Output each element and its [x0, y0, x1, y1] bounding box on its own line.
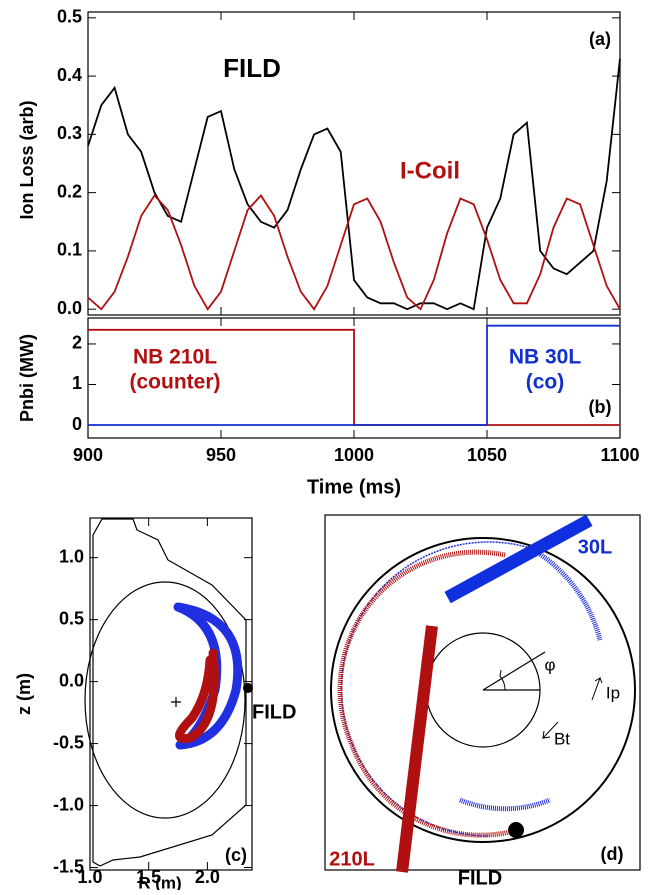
y-tick-label: 0.4 — [57, 65, 82, 85]
y-tick-label: 0 — [72, 414, 82, 434]
panel-label: (a) — [589, 29, 611, 49]
y-tick-label: 0.2 — [57, 181, 82, 201]
y-tick-label: -0.5 — [53, 732, 84, 752]
y-tick-label: -1.5 — [53, 856, 84, 876]
fild-marker — [243, 683, 253, 693]
series-line — [88, 324, 620, 426]
plasma-boundary — [84, 581, 246, 819]
annotation: Ip — [606, 683, 620, 702]
x-tick-label: 950 — [206, 445, 236, 465]
panel-label: (d) — [601, 844, 624, 864]
annotation: NB 210L — [133, 346, 217, 369]
axis-marker — [171, 697, 181, 707]
x-tick-label: 1.5 — [136, 867, 161, 887]
vessel-wall — [92, 518, 247, 867]
panel-label: (c) — [225, 845, 247, 865]
annotation: Bt — [554, 729, 570, 748]
y-tick-label: 0.5 — [57, 7, 82, 27]
annotation: FILD — [223, 53, 281, 83]
annotation: (counter) — [130, 371, 221, 394]
annotation: (co) — [526, 371, 565, 394]
x-tick-label: 1100 — [600, 445, 639, 465]
orbit — [459, 797, 551, 812]
x-tick-label: 1050 — [467, 445, 507, 465]
x-tick-label: 2.0 — [195, 867, 220, 887]
annotation: 210L — [329, 848, 375, 870]
y-tick-label: 0.5 — [59, 608, 84, 628]
y-tick-label: 0.0 — [59, 670, 84, 690]
frame — [324, 514, 641, 871]
x-tick-label: 1.0 — [77, 867, 102, 887]
y-tick-label: 1.0 — [59, 546, 84, 566]
x-axis-label: R (m) — [138, 873, 181, 890]
x-axis-label: Time (ms) — [307, 476, 401, 498]
beam-210l — [396, 625, 438, 873]
x-tick-label: 900 — [73, 445, 103, 465]
y-axis-label: Pnbi (MW) — [17, 334, 37, 422]
angle-arrow — [499, 669, 506, 691]
bt-arrow — [541, 721, 559, 739]
series-line — [87, 194, 621, 311]
panel-label: (b) — [589, 397, 612, 417]
x-tick-label: 1000 — [334, 445, 374, 465]
y-tick-label: 2 — [72, 333, 82, 353]
fild-marker — [508, 822, 524, 838]
y-tick-label: 0.3 — [57, 123, 82, 143]
plot-frame — [87, 11, 621, 316]
y-axis-label: Ion Loss (arb) — [17, 100, 37, 219]
orbit — [175, 648, 219, 744]
outer-wall — [330, 537, 636, 843]
beam-30l — [444, 514, 593, 604]
angle-lines — [482, 651, 546, 691]
annotation: φ — [544, 655, 555, 674]
y-axis-label: z (m) — [14, 673, 34, 715]
y-tick-label: 0.1 — [57, 240, 82, 260]
y-tick-label: -1.0 — [53, 794, 84, 814]
annotation: I-Coil — [400, 157, 460, 184]
annotation: FILD — [252, 701, 296, 723]
y-tick-label: 1 — [72, 373, 82, 393]
annotation: 30L — [578, 536, 612, 558]
y-tick-label: 0.0 — [57, 298, 82, 318]
series-line — [87, 58, 621, 311]
annotation: NB 30L — [509, 346, 582, 369]
orbit — [337, 549, 511, 838]
plot-frame — [89, 517, 253, 871]
annotation: FILD — [458, 867, 502, 889]
ip-arrow — [591, 676, 603, 701]
